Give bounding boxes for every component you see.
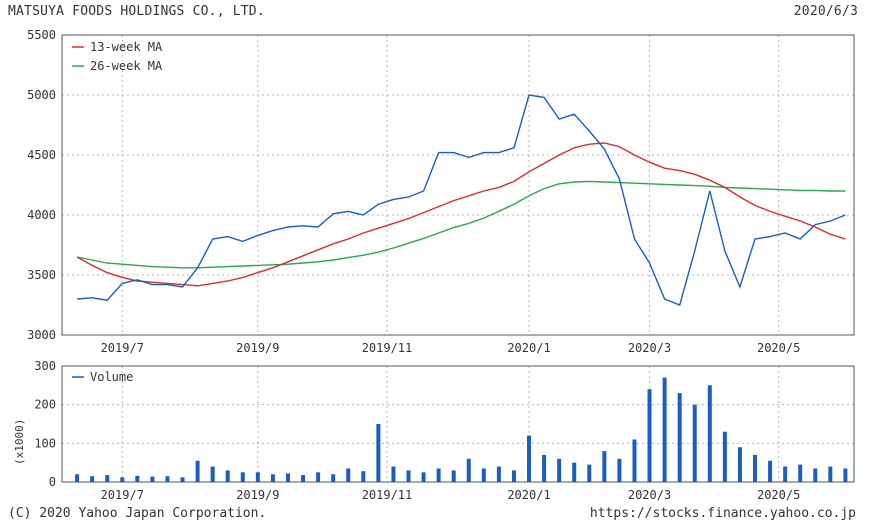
volume-grid [62,366,854,482]
volume-bar [361,471,366,482]
chart-date: 2020/6/3 [793,4,858,19]
volume-bar [542,454,547,482]
volume-x-tick-label: 2020/5 [757,488,800,502]
volume-bar [301,475,306,482]
volume-bar [617,458,622,482]
volume-bar [768,460,773,482]
volume-bar [391,466,396,482]
volume-bar [90,476,95,482]
volume-bar [331,474,336,482]
price-y-tick-label: 3500 [27,268,56,282]
volume-bar [527,435,532,482]
source-url-link[interactable]: https://stocks.finance.yahoo.co.jp [589,506,856,521]
volume-bar [316,472,321,482]
price-y-tick-label: 4500 [27,148,56,162]
volume-unit-label: (x1000) [13,419,26,465]
volume-bar [436,468,441,482]
volume-bar [421,472,426,482]
volume-y-tick-label: 200 [34,398,56,412]
volume-bar [180,477,185,482]
price-x-ticks: 2019/7 2019/9 2019/11 2020/1 2020/3 2020/5 [101,341,801,355]
volume-bar [813,468,818,482]
volume-bar [451,470,456,482]
volume-y-tick-label: 100 [34,436,56,450]
volume-x-tick-label: 2019/11 [362,488,413,502]
volume-bar [677,393,682,482]
price-grid [62,35,854,335]
price-panel-frame [61,34,855,336]
volume-bar [707,385,712,482]
volume-bar [632,439,637,482]
legend-label-volume: Volume [90,370,133,384]
price-lines [76,94,846,306]
volume-bar [692,404,697,482]
volume-bar [346,468,351,482]
price-x-tick-label: 2019/9 [236,341,279,355]
volume-bar [165,476,170,482]
volume-bar [783,466,788,482]
volume-bar [105,475,110,482]
volume-bar [150,476,155,482]
ma13-line [76,142,846,287]
price-y-tick-label: 4000 [27,208,56,222]
volume-y-tick-label: 300 [34,359,56,373]
legend-label-13-week-ma: 13-week MA [90,40,163,54]
volume-bar [255,472,260,482]
volume-x-tick-label: 2019/7 [101,488,144,502]
price-x-tick-label: 2020/5 [757,341,800,355]
price-legend: 13-week MA 26-week MA [72,40,163,73]
volume-bar [120,477,125,482]
volume-bar [557,458,562,482]
volume-bar [481,468,486,482]
volume-bar [587,464,592,482]
copyright-text: (C) 2020 Yahoo Japan Corporation. [8,506,267,521]
price-x-tick-label: 2020/1 [507,341,550,355]
volume-bar [75,474,80,482]
volume-bar [662,377,667,482]
volume-x-tick-label: 2020/3 [628,488,671,502]
volume-bar [195,460,200,482]
volume-bar [225,470,230,482]
volume-bar [737,447,742,482]
price-y-tick-label: 5000 [27,88,56,102]
price-y-tick-label: 5500 [27,28,56,42]
ma26-line [76,180,846,269]
volume-bar [270,474,275,482]
volume-bar [466,458,471,482]
volume-y-ticks: 300 200 100 0 [34,359,56,489]
volume-x-tick-label: 2020/1 [507,488,550,502]
volume-bars [75,377,848,482]
price-y-tick-label: 3000 [27,328,56,342]
volume-bar [406,470,411,482]
price-x-tick-label: 2019/7 [101,341,144,355]
volume-bar [602,451,607,482]
volume-bar [722,431,727,482]
volume-bar [496,466,501,482]
volume-bar [753,454,757,482]
volume-bar [210,466,215,482]
price-y-ticks: 5500 5000 4500 4000 3500 3000 [27,28,56,342]
company-name: MATSUYA FOODS HOLDINGS CO., LTD. [8,4,265,19]
price-x-tick-label: 2020/3 [628,341,671,355]
volume-legend: Volume [72,370,133,384]
volume-x-tick-label: 2019/9 [236,488,279,502]
volume-bar [647,389,652,482]
volume-y-tick-label: 0 [49,475,56,489]
volume-bar [285,473,290,482]
volume-bar [511,470,516,482]
volume-bar [135,475,140,482]
volume-bar [376,424,381,482]
price-x-tick-label: 2019/11 [362,341,413,355]
legend-label-26-week-ma: 26-week MA [90,59,163,73]
volume-bar [843,468,848,482]
volume-bar [798,464,803,482]
volume-bar [828,466,833,482]
volume-x-ticks: 2019/7 2019/9 2019/11 2020/1 2020/3 2020/5 [101,488,801,502]
volume-panel-frame [61,365,855,483]
price-line [77,94,846,306]
volume-bar [572,462,577,482]
volume-bar [240,472,245,482]
